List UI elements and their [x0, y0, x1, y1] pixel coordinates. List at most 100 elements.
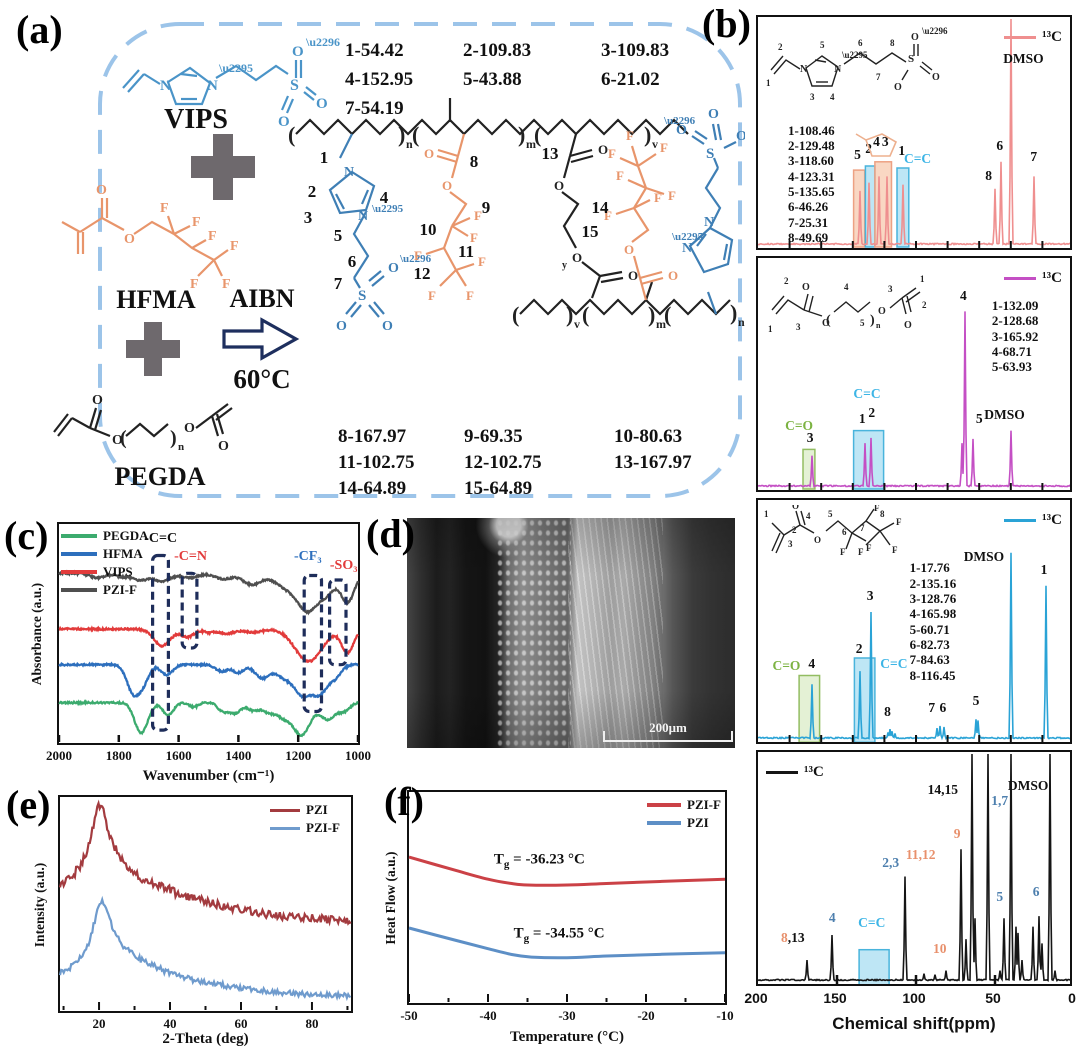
product-peg-atoms: OOO yO	[554, 142, 638, 283]
svg-text:F: F	[222, 277, 231, 292]
product-atom-number: 10	[419, 220, 437, 239]
tg-value: = -34.55 °C	[529, 925, 605, 942]
tick-label: 50	[985, 990, 1001, 1006]
reaction-arrow-icon	[222, 317, 300, 361]
product-imid-atoms-right: N\u2295 N S O\u2296 OO	[663, 107, 745, 256]
svg-text:F: F	[470, 230, 478, 245]
peak-label: 4	[808, 656, 816, 672]
xrd-plot	[58, 795, 353, 1013]
legend-line-icon	[1004, 277, 1037, 280]
tick-label: 40	[163, 1016, 177, 1031]
nmr-plot-pzi-f	[758, 753, 1070, 984]
legend-line-icon	[647, 803, 681, 807]
svg-text:S: S	[290, 77, 299, 94]
svg-text:F: F	[626, 128, 634, 143]
peak-label: 1	[898, 142, 906, 158]
svg-text:N: N	[358, 209, 368, 224]
panel-f-tag: (f)	[384, 779, 424, 824]
product-atom-number: 7	[333, 274, 343, 293]
peak-label: 3	[881, 134, 889, 150]
svg-text:m: m	[656, 317, 666, 331]
assignment-value: 5-135.65	[788, 184, 835, 200]
ftir-trace-hfma	[58, 661, 359, 700]
svg-text:4: 4	[830, 92, 835, 102]
shift-value: 10-80.63	[614, 426, 683, 447]
product-atom-number: 11	[457, 242, 475, 261]
svg-text:O: O	[316, 96, 328, 112]
peak-label: 8	[884, 704, 891, 720]
legend-label: PZI-F	[306, 820, 340, 835]
legend-entry: PZI-F	[270, 819, 340, 837]
product-atom-number: 3	[303, 208, 313, 227]
svg-text:F: F	[192, 215, 201, 230]
legend-line-icon	[270, 826, 300, 830]
svg-text:O: O	[96, 183, 107, 198]
svg-text:n: n	[738, 315, 745, 329]
ftir-chart: -C=C -C=N -CF₃ -SO₃	[57, 522, 360, 745]
peak-label-part: ,13	[787, 930, 805, 946]
svg-text:O: O	[336, 319, 347, 334]
dsc-trace-pzi-f	[408, 855, 726, 887]
svg-text:O: O	[112, 433, 123, 448]
svg-text:2: 2	[792, 525, 797, 535]
peak-label: 7	[928, 699, 936, 715]
tick-label: 200	[744, 990, 768, 1006]
svg-text:4: 4	[844, 282, 849, 292]
svg-text:O: O	[736, 129, 745, 144]
svg-text:O: O	[802, 282, 810, 293]
peak-label: 2	[855, 640, 863, 656]
legend-label: PEGDA	[103, 528, 149, 543]
xrd-yaxis-title: Intensity (a.u.)	[32, 862, 47, 948]
legend-line-icon	[61, 588, 97, 592]
product-fluoro-left	[425, 133, 475, 287]
shift-list-bottom: 8-167.97 9-69.35 10-80.63 11-102.75 12-102.7…	[338, 424, 760, 502]
tg-symbol: T	[493, 851, 504, 868]
product-atom-number: 13	[541, 144, 559, 163]
nmr-plot-hfma	[758, 552, 1070, 742]
assignment-value: 2-135.16	[909, 575, 957, 591]
sem-membrane-layer	[567, 518, 663, 748]
product-imidazolium-left	[328, 133, 385, 318]
peak-label: 8	[985, 167, 993, 183]
svg-text:S: S	[358, 288, 366, 304]
annotation-box	[150, 553, 170, 732]
legend: ¹³C	[1004, 512, 1062, 529]
svg-text:5: 5	[828, 509, 833, 519]
svg-text:5: 5	[860, 318, 865, 328]
peak-label: C=C	[880, 656, 908, 672]
legend-label: ¹³C	[1042, 29, 1062, 45]
svg-text:N: N	[682, 241, 692, 256]
shift-value: 15-64.89	[464, 478, 533, 499]
legend-label: ¹³C	[1042, 270, 1062, 286]
assignment-value: 8-49.69	[788, 230, 829, 246]
svg-text:O: O	[382, 319, 393, 334]
svg-text:3: 3	[810, 92, 815, 102]
xrd-trace-pzi	[58, 799, 352, 927]
svg-text:O: O	[894, 82, 902, 93]
legend-line-icon	[61, 552, 97, 556]
product-atom-number: 8	[469, 152, 479, 171]
svg-text:F: F	[474, 208, 482, 223]
dsc-yaxis-title: Heat Flow (a.u.)	[383, 851, 398, 945]
ftir-trace-vips	[58, 625, 359, 664]
tick-label: 0	[1068, 990, 1076, 1006]
product-atom-number: 14	[591, 198, 609, 217]
xrd-trace-pzi-f	[58, 895, 352, 1002]
peak-label: 3	[806, 430, 814, 446]
pegda-label: PEGDA	[114, 462, 206, 491]
svg-text:\u2296: \u2296	[921, 26, 948, 36]
annotation-label: -SO₃	[329, 557, 358, 573]
svg-text:O: O	[388, 261, 399, 276]
svg-text:F: F	[208, 229, 217, 244]
assignment-list: 1-108.46 2-129.48 3-118.60 4-123.31 5-135.65…	[788, 123, 835, 246]
tg-symbol: T	[513, 925, 524, 942]
assignment-value: 6-82.73	[909, 636, 950, 652]
svg-text:5: 5	[820, 40, 825, 50]
product-atom-number: 6	[347, 252, 357, 271]
assignment-value: 1-17.76	[909, 560, 950, 576]
product-fluoro-right	[615, 145, 665, 301]
tick-label: -40	[479, 1008, 497, 1023]
peak-label: 5	[854, 146, 861, 162]
nmr-subplot-pzi-f: 8,13 4 C=C 2,3 11,12 9 10 14,15 1,7 DMSO 5 6 ¹³C	[756, 750, 1072, 986]
